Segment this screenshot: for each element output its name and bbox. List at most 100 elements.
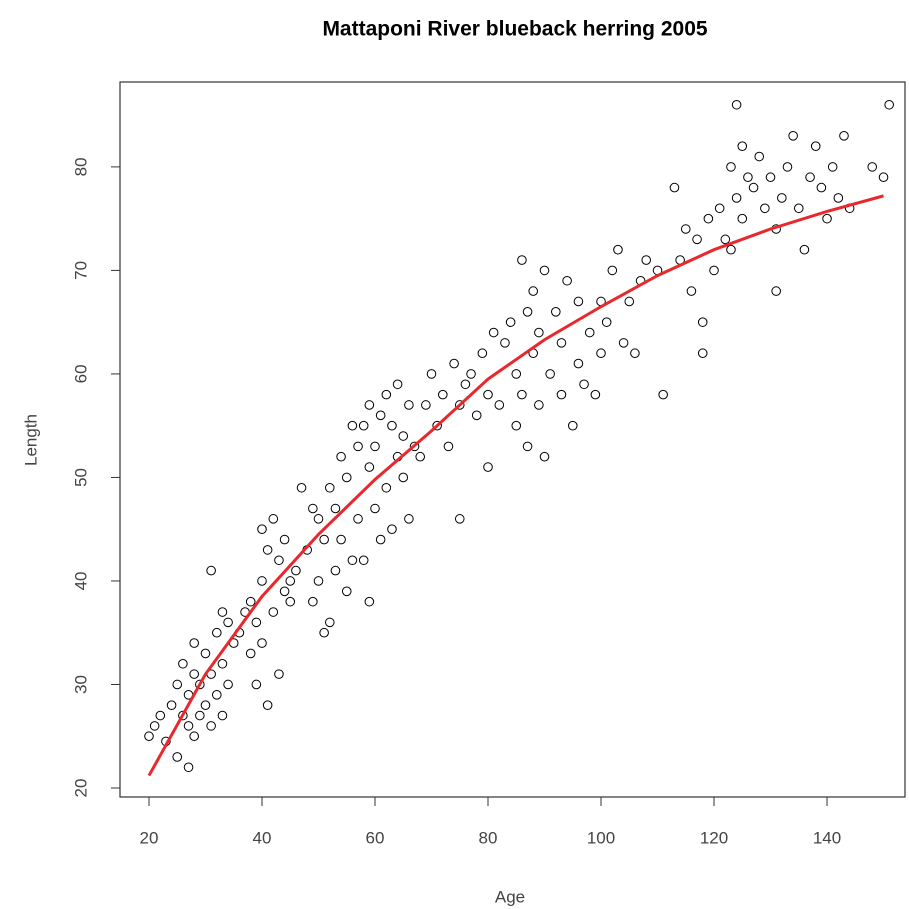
- data-point: [398, 472, 409, 483]
- data-point: [381, 389, 392, 400]
- data-point: [195, 710, 205, 721]
- data-point: [217, 607, 228, 617]
- data-point: [432, 420, 442, 431]
- data-point: [178, 658, 188, 669]
- data-point: [330, 565, 341, 576]
- data-point: [245, 596, 256, 607]
- data-point: [494, 400, 505, 410]
- data-point: [680, 224, 691, 234]
- data-point: [793, 203, 804, 214]
- data-point: [454, 514, 465, 524]
- data-point: [477, 348, 488, 359]
- data-point: [330, 503, 341, 514]
- data-point: [262, 700, 273, 710]
- data-point: [172, 752, 183, 762]
- data-point: [336, 534, 346, 545]
- data-point: [454, 400, 465, 410]
- plot-frame: [119, 81, 906, 798]
- data-point: [251, 617, 262, 628]
- data-point: [460, 379, 471, 390]
- x-tick-label: 80: [479, 828, 498, 847]
- data-point: [884, 99, 894, 110]
- data-point: [805, 172, 815, 183]
- data-point: [731, 193, 742, 203]
- data-point: [268, 607, 279, 617]
- data-point: [358, 420, 369, 431]
- data-point: [443, 441, 454, 452]
- data-point: [324, 482, 335, 493]
- data-point: [697, 317, 708, 327]
- data-point: [245, 648, 256, 659]
- data-point: [336, 451, 346, 462]
- data-point: [206, 721, 216, 731]
- data-point: [257, 638, 267, 648]
- data-point: [144, 731, 154, 742]
- data-point: [584, 327, 595, 338]
- data-point: [534, 400, 544, 410]
- data-point: [641, 255, 652, 265]
- data-point: [471, 410, 482, 421]
- data-point: [777, 193, 787, 203]
- data-point: [257, 524, 267, 534]
- data-point: [579, 379, 589, 390]
- data-point: [189, 731, 199, 742]
- data-point: [251, 679, 262, 690]
- data-point: [262, 545, 273, 555]
- data-point: [223, 617, 233, 628]
- data-point: [274, 555, 284, 566]
- y-tick-label: 40: [71, 571, 90, 590]
- data-point: [319, 627, 329, 638]
- data-point: [822, 213, 832, 224]
- data-point: [308, 503, 318, 514]
- data-point: [211, 627, 222, 638]
- data-point: [409, 441, 420, 452]
- data-point: [816, 182, 827, 193]
- y-tick-label: 80: [71, 157, 90, 176]
- data-point: [217, 710, 228, 721]
- data-point: [370, 503, 380, 514]
- data-point: [313, 576, 324, 586]
- data-point: [392, 379, 403, 390]
- data-point: [714, 203, 725, 214]
- data-point: [438, 389, 448, 400]
- data-point: [375, 410, 386, 421]
- data-point: [607, 265, 618, 276]
- data-point: [353, 441, 363, 452]
- y-tick-label: 50: [71, 468, 90, 487]
- data-point: [404, 514, 414, 524]
- data-point: [867, 162, 878, 172]
- data-point: [268, 514, 279, 524]
- chart-title: Mattaponi River blueback herring 2005: [322, 18, 707, 41]
- data-point: [415, 451, 426, 462]
- data-point: [601, 317, 612, 327]
- data-point: [353, 514, 363, 524]
- data-point: [324, 617, 335, 628]
- data-point: [296, 482, 307, 493]
- data-point: [347, 555, 358, 566]
- data-point: [833, 193, 844, 203]
- data-point: [172, 679, 183, 690]
- data-point: [827, 162, 838, 172]
- data-point: [782, 162, 793, 172]
- y-tick-label: 20: [71, 779, 90, 798]
- data-point: [743, 172, 753, 183]
- data-point: [370, 441, 380, 452]
- data-point: [810, 141, 821, 151]
- data-point: [500, 338, 510, 348]
- data-point: [720, 234, 731, 245]
- data-point: [573, 296, 584, 307]
- data-point: [223, 679, 233, 690]
- data-point: [686, 286, 697, 296]
- data-point: [556, 389, 567, 400]
- data-point: [183, 762, 194, 773]
- data-point: [347, 420, 358, 431]
- data-point: [381, 482, 392, 493]
- data-point: [466, 369, 476, 379]
- x-tick-label: 40: [253, 828, 272, 847]
- data-point: [528, 286, 539, 296]
- data-point: [211, 690, 222, 700]
- data-point: [183, 721, 194, 731]
- data-point: [189, 669, 199, 679]
- data-point: [799, 244, 810, 255]
- data-point: [488, 327, 499, 338]
